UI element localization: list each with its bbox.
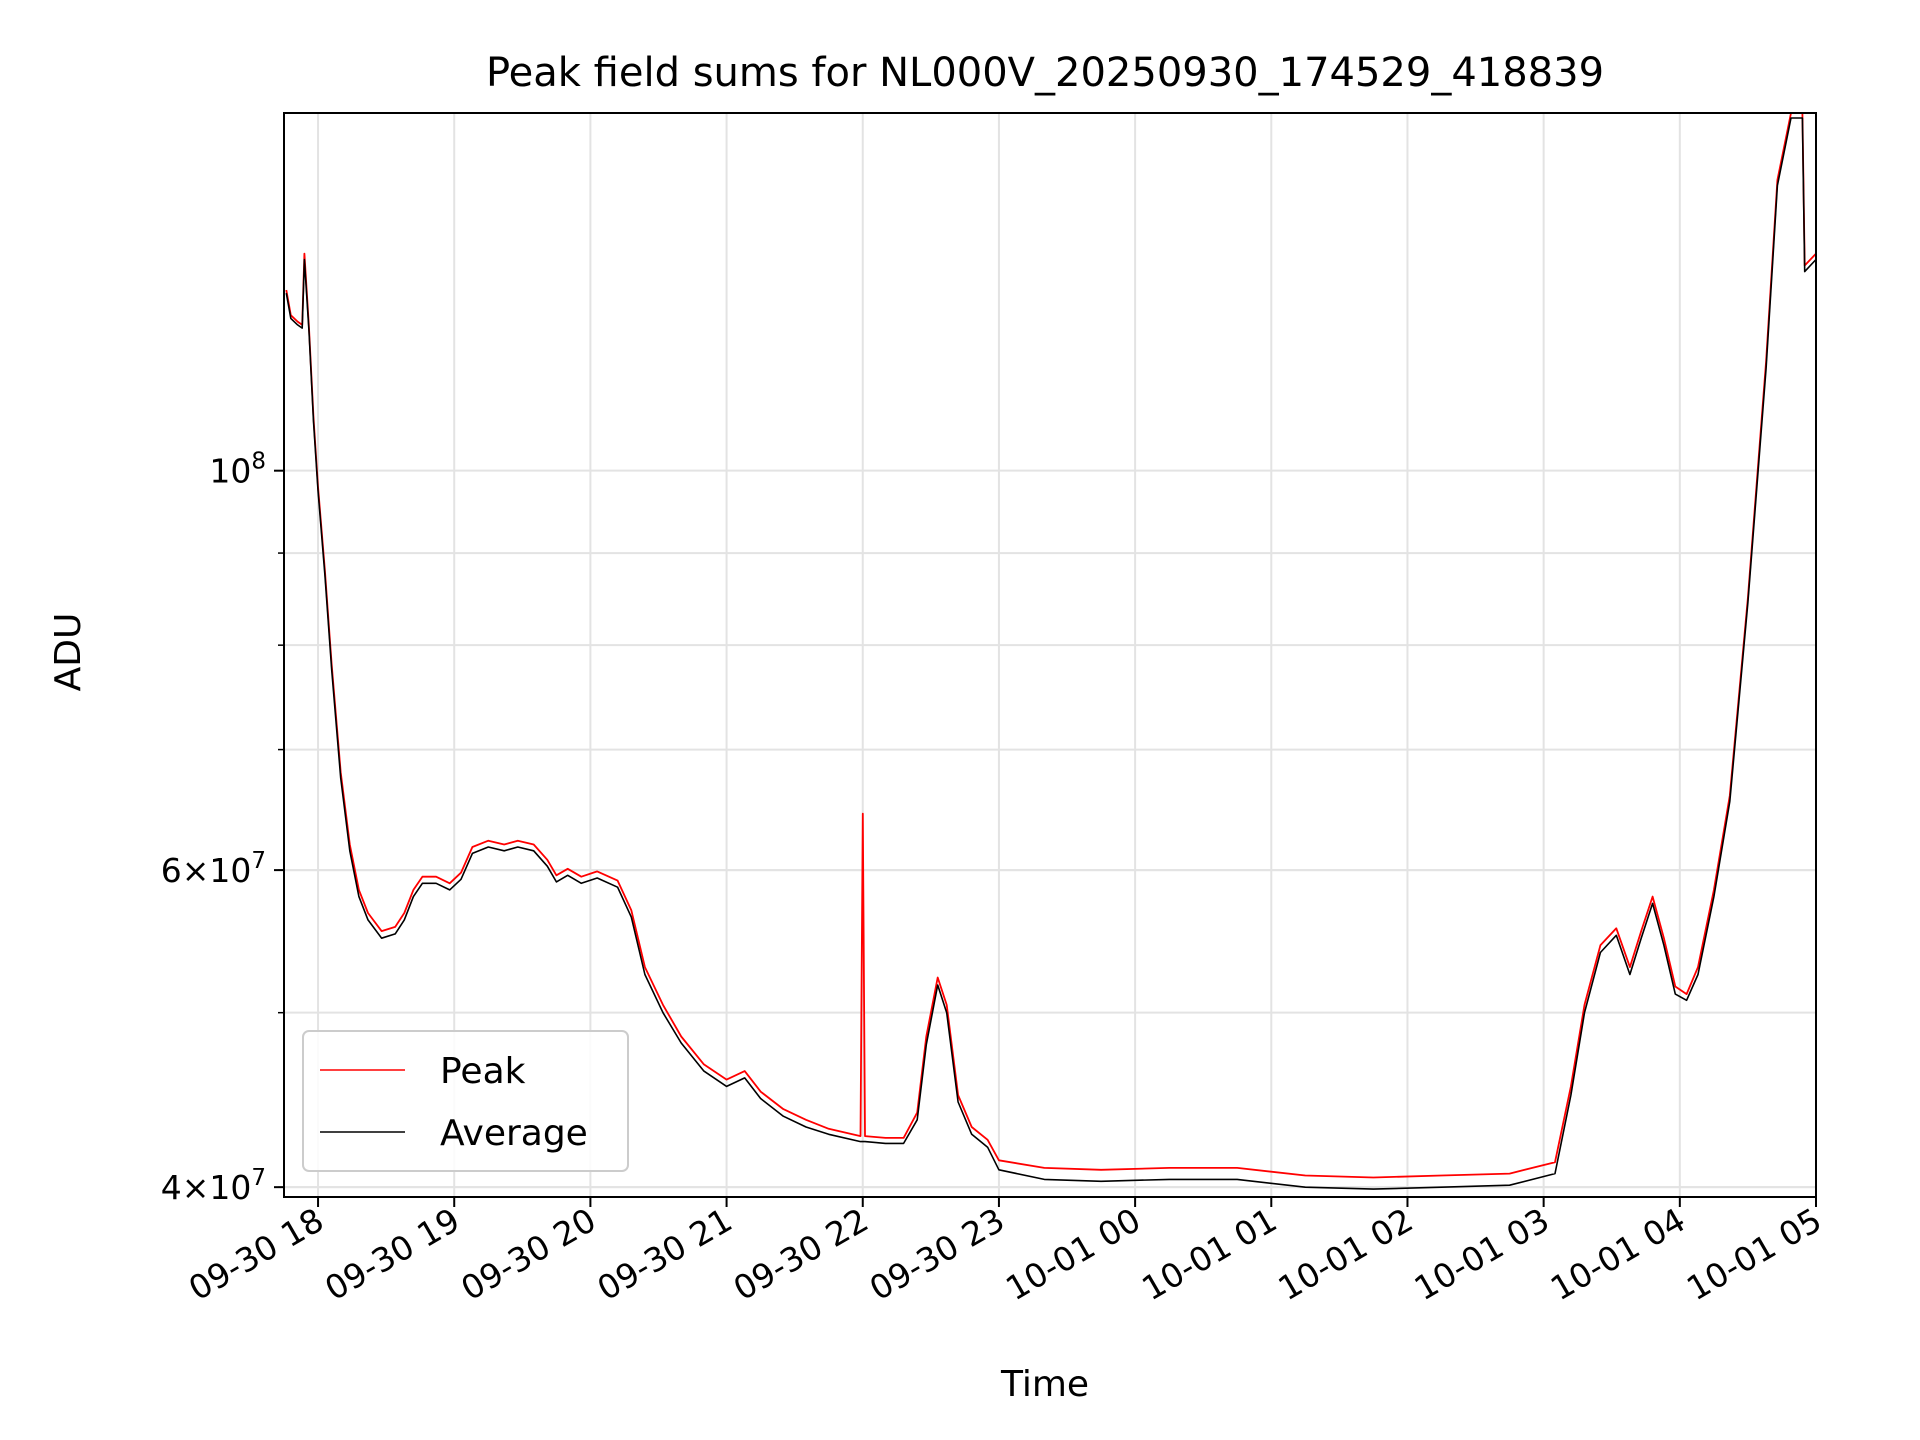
legend-label-peak: Peak	[440, 1051, 526, 1092]
chart-title: Peak field sums for NL000V_20250930_1745…	[486, 50, 1604, 96]
series-lines	[285, 112, 1817, 1190]
legend-box	[302, 1030, 629, 1172]
series-line-peak	[285, 112, 1817, 1179]
plot-frame	[283, 112, 1817, 1198]
y-tick-label: 6×107	[161, 848, 266, 890]
series-line-average	[285, 117, 1817, 1190]
x-axis-label: Time	[1000, 1364, 1089, 1405]
legend: Peak Average	[302, 1030, 629, 1172]
legend-label-average: Average	[440, 1113, 588, 1154]
y-tick-label: 108	[209, 449, 266, 491]
grid	[284, 113, 1817, 1197]
y-tick-label: 4×107	[161, 1165, 266, 1207]
y-axis-label: ADU	[48, 613, 89, 692]
